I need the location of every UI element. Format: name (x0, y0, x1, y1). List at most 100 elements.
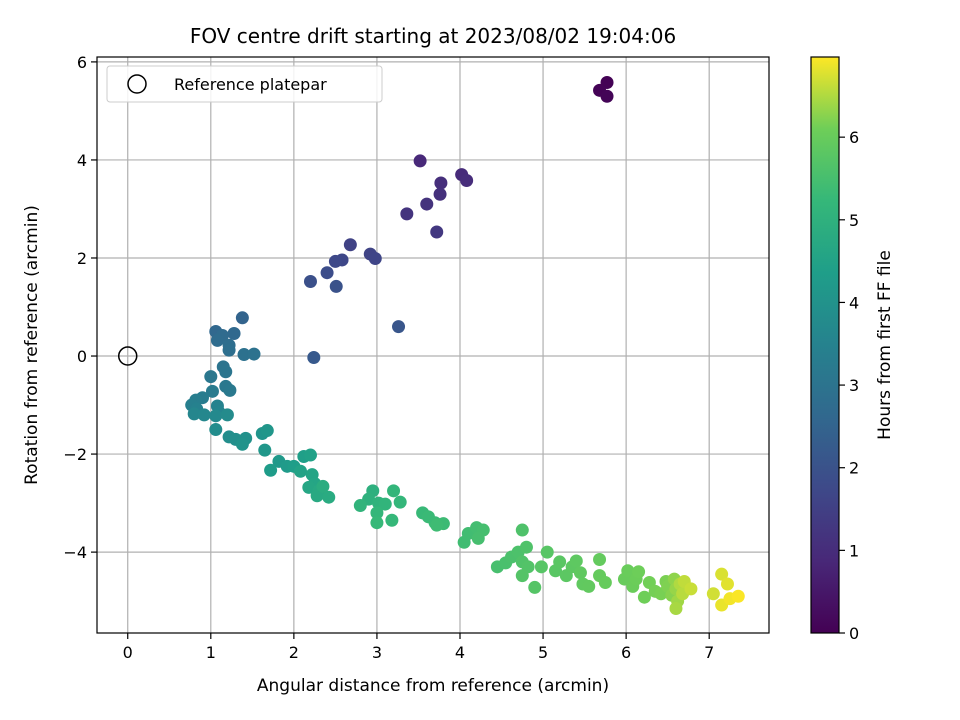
scatter-point (430, 225, 444, 239)
colorbar-ticks: 0 1 2 3 4 5 6 (839, 128, 859, 643)
scatter-point (235, 311, 249, 325)
scatter-point (430, 518, 444, 532)
scatter-point (715, 567, 729, 581)
scatter-point (582, 579, 596, 593)
x-tick-label: 5 (538, 643, 548, 662)
scatter-point (343, 238, 357, 252)
scatter-point (260, 424, 274, 438)
scatter-point (515, 569, 529, 583)
y-tick-label: −4 (63, 543, 87, 562)
scatter-point (247, 347, 261, 361)
data-points (185, 75, 745, 615)
scatter-point (320, 266, 334, 280)
y-tick-label: −2 (63, 445, 87, 464)
scatter-point (322, 490, 336, 504)
scatter-point (434, 176, 448, 190)
scatter-point (235, 437, 249, 451)
scatter-point (669, 601, 683, 615)
y-tick-label: 4 (77, 151, 87, 170)
colorbar-tick-label: 0 (849, 624, 859, 643)
reference-platepar-marker (117, 346, 138, 366)
scatter-point (593, 552, 607, 566)
colorbar-label: Hours from first FF file (875, 250, 895, 440)
scatter-point (637, 590, 651, 604)
scatter-point (460, 174, 474, 188)
scatter-point (237, 348, 251, 362)
x-tick-label: 3 (372, 643, 382, 662)
grid (97, 57, 769, 633)
colorbar-gradient (811, 57, 839, 633)
scatter-point (569, 554, 583, 568)
scatter-point (387, 484, 401, 498)
colorbar: 0 1 2 3 4 5 6 Hours from first FF file (810, 56, 895, 643)
y-axis-label: Rotation from reference (arcmin) (22, 205, 42, 485)
scatter-point (219, 365, 233, 379)
scatter-point (310, 489, 324, 503)
colorbar-tick-label: 4 (849, 293, 859, 312)
scatter-point (328, 254, 342, 268)
scatter-point (210, 333, 224, 347)
scatter-point (621, 564, 635, 578)
scatter-point (528, 580, 542, 594)
scatter-point (316, 479, 330, 493)
scatter-point (220, 408, 234, 422)
scatter-point (209, 423, 223, 437)
scatter-point (227, 326, 241, 340)
colorbar-tick-label: 5 (849, 211, 859, 230)
scatter-point (598, 576, 612, 590)
y-tick-label: 6 (77, 53, 87, 72)
scatter-point (264, 463, 278, 477)
scatter-point (420, 197, 434, 211)
scatter-point (731, 589, 745, 603)
scatter-point (684, 582, 698, 596)
scatter-point (303, 275, 317, 289)
scatter-point (209, 409, 223, 423)
scatter-point (378, 497, 392, 511)
scatter-point (392, 320, 406, 334)
scatter-point (303, 448, 317, 462)
scatter-point (433, 187, 447, 201)
scatter-point (540, 545, 554, 559)
scatter-point (370, 516, 384, 530)
scatter-point (600, 89, 614, 103)
scatter-point (197, 408, 211, 422)
scatter-point (222, 343, 236, 357)
x-tick-label: 7 (704, 643, 714, 662)
colorbar-tick-label: 1 (849, 541, 859, 560)
scatter-point (258, 443, 272, 457)
scatter-point (413, 154, 427, 168)
scatter-point (553, 555, 567, 569)
x-tick-label: 2 (289, 643, 299, 662)
scatter-point (515, 523, 529, 537)
x-tick-label: 1 (206, 643, 216, 662)
y-tick-label: 2 (77, 249, 87, 268)
scatter-point (393, 495, 407, 509)
scatter-point (205, 384, 219, 398)
legend-entry-reference-platepar: Reference platepar (174, 75, 327, 94)
scatter-point (385, 513, 399, 527)
legend: Reference platepar (106, 65, 383, 103)
scatter-point (353, 499, 367, 513)
scatter-point (307, 351, 321, 365)
x-tick-label: 6 (621, 643, 631, 662)
scatter-point (471, 531, 485, 545)
scatter-point (632, 565, 646, 579)
x-tick-label: 4 (455, 643, 465, 662)
scatter-point (302, 480, 316, 494)
plot-frame (96, 56, 770, 634)
scatter-point (370, 506, 384, 520)
scatter-point (534, 560, 548, 574)
scatter-point (294, 464, 308, 478)
scatter-point (720, 577, 734, 591)
legend-marker-icon (127, 74, 147, 94)
axis-ticks: 0 1 2 3 4 5 6 7 −4 −2 0 2 4 6 (63, 53, 714, 662)
colorbar-frame (810, 56, 840, 634)
scatter-point (706, 587, 720, 601)
scatter-point (573, 566, 587, 580)
scatter-point (223, 383, 237, 397)
x-tick-label: 0 (123, 643, 133, 662)
colorbar-tick-label: 2 (849, 459, 859, 478)
x-axis-label: Angular distance from reference (arcmin) (257, 676, 609, 696)
scatter-point (187, 407, 201, 421)
